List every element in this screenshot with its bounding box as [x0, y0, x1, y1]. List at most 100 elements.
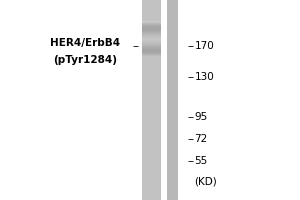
Bar [142, 142, 161, 143]
Bar [167, 48, 178, 49]
Bar [167, 85, 178, 86]
Bar [142, 46, 161, 47]
Bar [167, 161, 178, 162]
Bar [142, 128, 161, 129]
Bar [142, 148, 161, 149]
Bar [167, 127, 178, 128]
Bar [142, 138, 161, 139]
Bar [167, 23, 178, 24]
Bar [142, 5, 161, 6]
Bar [167, 168, 178, 169]
Bar [167, 152, 178, 153]
Bar [167, 112, 178, 113]
Bar [142, 186, 161, 187]
Bar [167, 101, 178, 102]
Bar [167, 188, 178, 189]
Bar [167, 142, 178, 143]
Bar [142, 50, 161, 51]
Bar [167, 47, 178, 48]
Bar [142, 93, 161, 94]
Bar [167, 94, 178, 95]
Bar [142, 141, 161, 142]
Text: --: -- [188, 41, 194, 51]
Bar [167, 107, 178, 108]
Bar [142, 113, 161, 114]
Bar [142, 191, 161, 192]
Bar [142, 161, 161, 162]
Bar [167, 108, 178, 109]
Bar [167, 139, 178, 140]
Bar [167, 0, 178, 1]
Bar [142, 115, 161, 116]
Bar [167, 143, 178, 144]
Bar [167, 151, 178, 152]
Bar [142, 178, 161, 179]
Bar [142, 169, 161, 170]
Bar [142, 57, 161, 58]
Bar [142, 65, 161, 66]
Bar [167, 123, 178, 124]
Bar [167, 149, 178, 150]
Bar [142, 120, 161, 121]
Bar [142, 92, 161, 93]
Bar [167, 9, 178, 10]
Bar [167, 52, 178, 53]
Bar [167, 21, 178, 22]
Bar [142, 26, 161, 27]
Bar [167, 76, 178, 77]
Bar [167, 19, 178, 20]
Bar [167, 59, 178, 60]
Bar [167, 132, 178, 133]
Bar [167, 83, 178, 84]
Bar [142, 56, 161, 57]
Bar [142, 108, 161, 109]
Bar [167, 28, 178, 29]
Bar [167, 135, 178, 136]
Bar [167, 178, 178, 179]
Bar [167, 106, 178, 107]
Bar [142, 195, 161, 196]
Bar [142, 29, 161, 30]
Bar [142, 103, 161, 104]
Bar [142, 183, 161, 184]
Bar [142, 139, 161, 140]
Bar [167, 170, 178, 171]
Bar [167, 141, 178, 142]
Bar [167, 115, 178, 116]
Bar [142, 83, 161, 84]
Bar [142, 97, 161, 98]
Bar [142, 160, 161, 161]
Bar [142, 76, 161, 77]
Bar [142, 32, 161, 33]
Bar [142, 36, 161, 37]
Bar [167, 46, 178, 47]
Bar [167, 134, 178, 135]
Bar [142, 174, 161, 175]
Bar [142, 154, 161, 155]
Bar [167, 154, 178, 155]
Bar [167, 27, 178, 28]
Bar [167, 26, 178, 27]
Bar [167, 133, 178, 134]
Bar [142, 192, 161, 193]
Bar [142, 127, 161, 128]
Bar [167, 93, 178, 94]
Bar [167, 24, 178, 25]
Bar [167, 156, 178, 157]
Bar [142, 35, 161, 36]
Bar [142, 144, 161, 145]
Bar [142, 16, 161, 17]
Text: --: -- [133, 41, 140, 51]
Bar [142, 80, 161, 81]
Bar [142, 137, 161, 138]
Bar [167, 198, 178, 199]
Bar [167, 173, 178, 174]
Bar [167, 65, 178, 66]
Bar [142, 135, 161, 136]
Bar [142, 79, 161, 80]
Bar [142, 197, 161, 198]
Bar [167, 159, 178, 160]
Bar [167, 162, 178, 163]
Bar [142, 7, 161, 8]
Bar [167, 185, 178, 186]
